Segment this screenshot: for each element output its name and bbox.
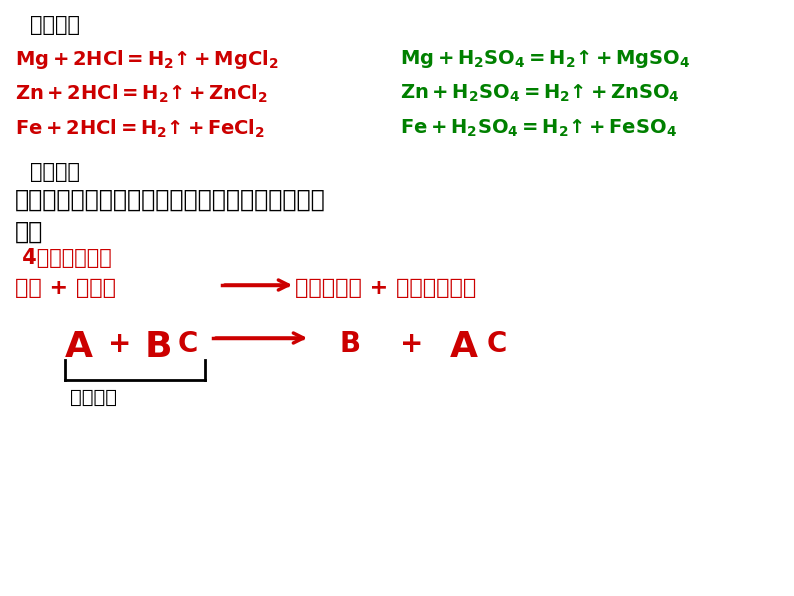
Text: $\mathbf{Mg + H_2SO_4 = H_2}$$\mathbf{↑+ MgSO_4}$: $\mathbf{Mg + H_2SO_4 = H_2}$$\mathbf{↑+… — [400, 48, 691, 70]
Text: $\mathbf{Zn + 2HCl = H_2}$$\mathbf{↑+ ZnCl_2}$: $\mathbf{Zn + 2HCl = H_2}$$\mathbf{↑+ Zn… — [15, 83, 268, 105]
Text: $\mathbf{Fe + 2HCl = H_2}$$\mathbf{↑+ FeCl_2}$: $\mathbf{Fe + 2HCl = H_2}$$\mathbf{↑+ Fe… — [15, 118, 265, 140]
Text: 上面这些化学方程式有什么规律？它们属于什么反: 上面这些化学方程式有什么规律？它们属于什么反 — [15, 188, 326, 212]
Text: B: B — [340, 330, 361, 358]
Text: $\mathbf{Zn + H_2SO_4 = H_2}$$\mathbf{↑+ ZnSO_4}$: $\mathbf{Zn + H_2SO_4 = H_2}$$\mathbf{↑+… — [400, 83, 680, 104]
Text: B: B — [145, 330, 172, 364]
Text: +: + — [108, 330, 131, 358]
Text: 应？: 应？ — [15, 220, 43, 244]
Text: C: C — [487, 330, 507, 358]
Text: $\mathbf{Mg + 2HCl = H_2}$$\mathbf{↑+ MgCl_2}$: $\mathbf{Mg + 2HCl = H_2}$$\mathbf{↑+ Mg… — [15, 48, 279, 71]
Text: A: A — [450, 330, 478, 364]
Text: 单质 + 化合物: 单质 + 化合物 — [15, 278, 116, 298]
Text: 另一种单质 + 另一种化合物: 另一种单质 + 另一种化合物 — [295, 278, 476, 298]
Text: 【思考】: 【思考】 — [30, 162, 80, 182]
Text: C: C — [178, 330, 198, 358]
Text: A: A — [65, 330, 93, 364]
Text: +: + — [400, 330, 423, 358]
Text: 位置交换: 位置交换 — [70, 388, 117, 407]
Text: 4、置换反应：: 4、置换反应： — [15, 248, 112, 268]
Text: $\mathbf{Fe + H_2SO_4 = H_2}$$\mathbf{↑+ FeSO_4}$: $\mathbf{Fe + H_2SO_4 = H_2}$$\mathbf{↑+… — [400, 118, 676, 139]
Text: 【观察】: 【观察】 — [30, 15, 80, 35]
